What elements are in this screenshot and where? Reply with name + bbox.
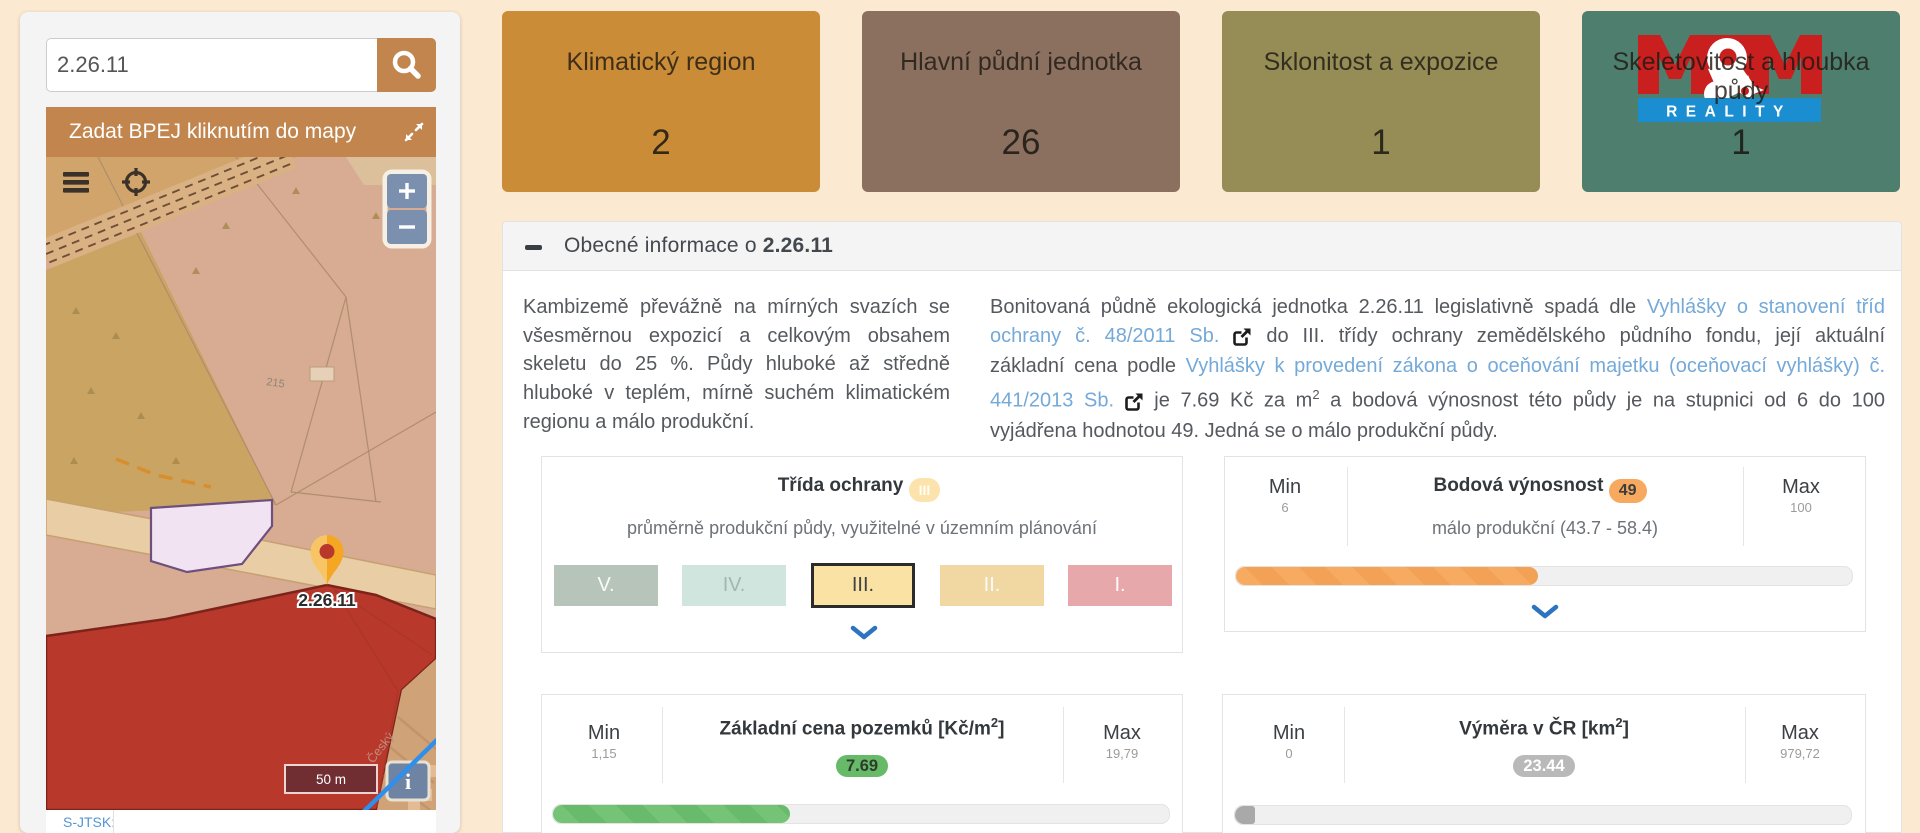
svg-text:i: i (405, 769, 411, 794)
svg-text:50 m: 50 m (316, 772, 346, 787)
svg-text:2.26.11: 2.26.11 (298, 590, 356, 610)
svg-text:215: 215 (266, 376, 286, 390)
svg-text:REALITY: REALITY (1666, 104, 1792, 121)
